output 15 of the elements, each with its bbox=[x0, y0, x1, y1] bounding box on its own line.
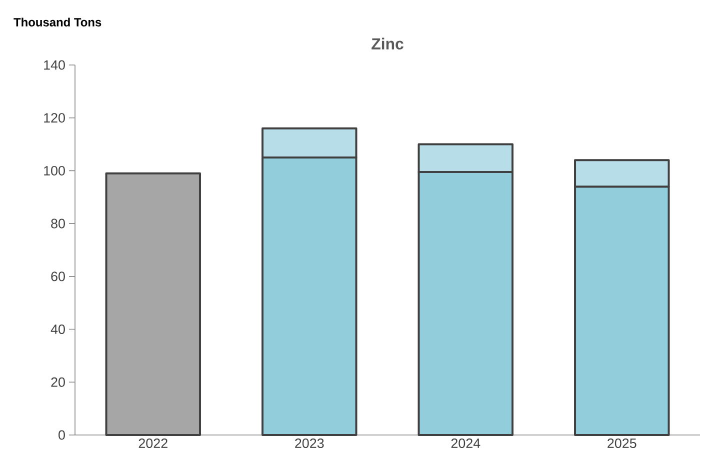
y-tick-label: 100 bbox=[44, 166, 65, 176]
y-tick-label: 80 bbox=[51, 218, 65, 228]
y-tick-label: 60 bbox=[51, 272, 65, 282]
x-tick-label: 2024 bbox=[451, 438, 480, 448]
y-tick-label: 140 bbox=[44, 60, 65, 70]
chart-title: Zinc bbox=[372, 38, 404, 50]
y-tick-label: 120 bbox=[44, 113, 65, 123]
y-tick-label: 40 bbox=[50, 324, 65, 334]
x-tick-label: 2023 bbox=[295, 438, 324, 448]
bar bbox=[105, 172, 201, 436]
y-tick-label: 0 bbox=[58, 430, 65, 440]
x-tick-label: 2025 bbox=[608, 438, 636, 448]
y-axis-title: Thousand Tons bbox=[14, 18, 102, 26]
y-tick-label: 20 bbox=[51, 377, 65, 387]
x-tick-label: 2022 bbox=[138, 438, 168, 448]
